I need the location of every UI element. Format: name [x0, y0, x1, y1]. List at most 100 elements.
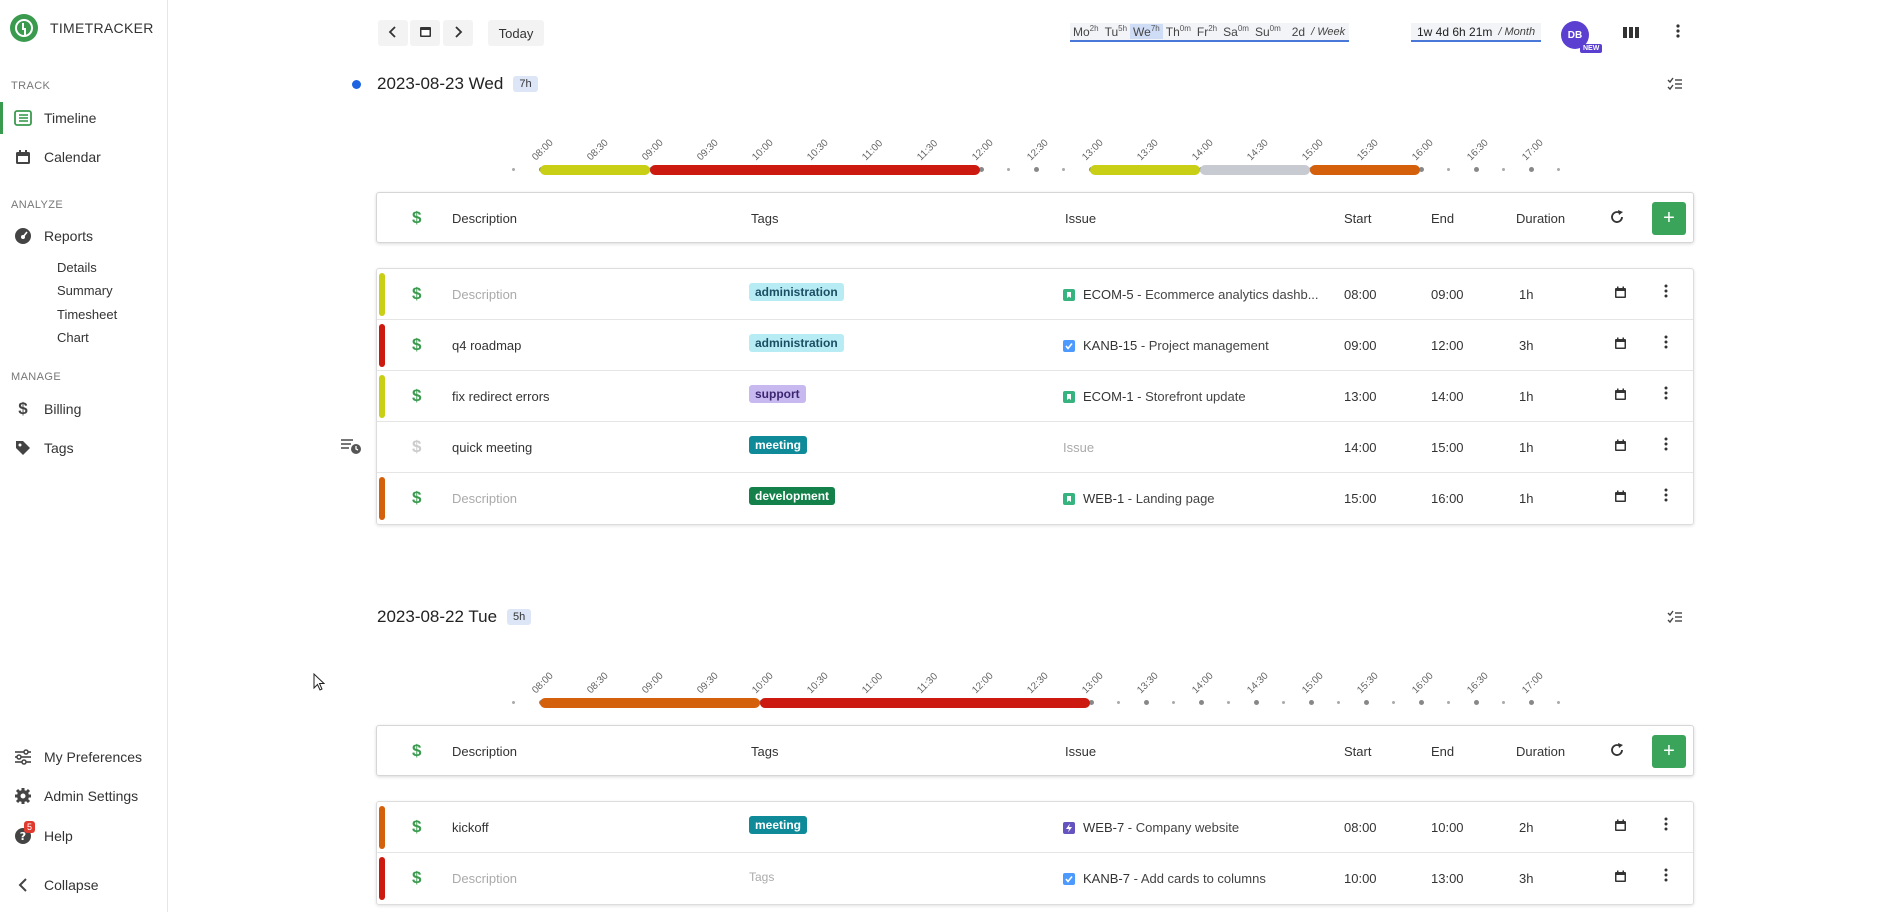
entry-row[interactable]: $ Description administration ECOM-5 - Ecomm…: [377, 269, 1693, 320]
entry-duration[interactable]: 2h: [1519, 820, 1534, 835]
col-duration[interactable]: Duration: [1516, 744, 1566, 759]
sidebar-item-preferences[interactable]: My Preferences: [0, 741, 167, 773]
entry-description[interactable]: quick meeting: [452, 440, 533, 455]
week-day-th[interactable]: Th0m: [1165, 24, 1191, 39]
col-issue[interactable]: Issue: [1065, 744, 1097, 759]
calendar-icon[interactable]: [1614, 439, 1627, 455]
app-logo[interactable]: TIMETRACKER: [10, 14, 154, 42]
col-end[interactable]: End: [1431, 744, 1455, 759]
day-timeline[interactable]: 08:00 08:30 09:00 09:30 10:00 10:30 11:00 11:30…: [500, 667, 1580, 727]
timeline-entry-bar[interactable]: [760, 698, 1090, 708]
refresh-icon[interactable]: [1610, 743, 1624, 760]
week-day-mo[interactable]: Mo2h: [1073, 24, 1099, 39]
timeline-entry-bar[interactable]: [1090, 165, 1200, 175]
billable-toggle-icon[interactable]: $: [412, 284, 422, 303]
collapse-button[interactable]: Collapse: [0, 869, 167, 901]
next-day-button[interactable]: [443, 20, 473, 46]
entry-description[interactable]: Description: [452, 287, 518, 302]
calendar-icon[interactable]: [1614, 819, 1627, 835]
col-description[interactable]: Description: [452, 211, 518, 226]
checklist-icon[interactable]: [1667, 77, 1683, 91]
entry-start[interactable]: 15:00: [1344, 491, 1377, 506]
more-vertical-icon[interactable]: [1676, 24, 1680, 41]
day-timeline[interactable]: 08:00 08:30 09:00 09:30 10:00 10:30 11:00 11:30…: [500, 134, 1580, 194]
entry-issue[interactable]: Issue: [1063, 440, 1095, 455]
timeline-entry-bar[interactable]: [650, 165, 980, 175]
entry-tag[interactable]: meeting: [749, 816, 808, 834]
entry-start[interactable]: 13:00: [1344, 389, 1377, 404]
sidebar-subitem-summary[interactable]: Summary: [57, 283, 113, 298]
entry-issue[interactable]: WEB-7 - Company website: [1063, 820, 1239, 835]
sidebar-item-calendar[interactable]: Calendar: [0, 141, 167, 173]
col-duration[interactable]: Duration: [1516, 211, 1566, 226]
entry-tag[interactable]: administration: [749, 334, 844, 352]
week-day-su[interactable]: Su0m: [1254, 24, 1281, 39]
more-vertical-icon[interactable]: [1664, 284, 1668, 302]
sidebar-subitem-details[interactable]: Details: [57, 260, 97, 275]
entry-description[interactable]: Description: [452, 871, 518, 886]
entry-duration[interactable]: 3h: [1519, 338, 1534, 353]
entry-issue[interactable]: ECOM-5 - Ecommerce analytics dashb...: [1063, 287, 1319, 302]
entry-end[interactable]: 09:00: [1431, 287, 1464, 302]
billable-toggle-icon[interactable]: $: [412, 386, 422, 405]
entry-end[interactable]: 14:00: [1431, 389, 1464, 404]
today-button[interactable]: Today: [488, 20, 544, 46]
entry-end[interactable]: 10:00: [1431, 820, 1464, 835]
entry-issue[interactable]: WEB-1 - Landing page: [1063, 491, 1215, 506]
entry-start[interactable]: 08:00: [1344, 820, 1377, 835]
timeline-entry-bar[interactable]: [540, 698, 760, 708]
entry-row[interactable]: $ kickoff meeting WEB-7 - Company website 08…: [377, 802, 1693, 853]
billable-toggle-icon[interactable]: $: [412, 817, 422, 836]
sidebar-item-timeline[interactable]: Timeline: [0, 102, 167, 134]
entry-tag[interactable]: meeting: [749, 436, 808, 454]
billable-toggle-icon[interactable]: $: [412, 741, 422, 760]
timeline-entry-bar[interactable]: [1200, 165, 1310, 175]
entry-issue[interactable]: KANB-15 - Project management: [1063, 338, 1269, 353]
billable-toggle-icon[interactable]: $: [412, 488, 422, 507]
more-vertical-icon[interactable]: [1664, 386, 1668, 404]
entry-row[interactable]: $ quick meeting meeting Issue 14:00 15:00 1h: [377, 422, 1693, 473]
entry-end[interactable]: 13:00: [1431, 871, 1464, 886]
refresh-icon[interactable]: [1610, 210, 1624, 227]
prev-day-button[interactable]: [378, 20, 408, 46]
entry-description[interactable]: fix redirect errors: [452, 389, 550, 404]
week-day-we[interactable]: We7h: [1130, 24, 1163, 39]
sidebar-subitem-timesheet[interactable]: Timesheet: [57, 307, 118, 322]
checklist-icon[interactable]: [1667, 610, 1683, 624]
month-summary[interactable]: 1w 4d 6h 21m / Month: [1411, 23, 1542, 42]
week-day-sa[interactable]: Sa0m: [1223, 24, 1249, 39]
entry-issue[interactable]: KANB-7 - Add cards to columns: [1063, 871, 1266, 886]
entry-tag[interactable]: Tags: [749, 870, 775, 884]
more-vertical-icon[interactable]: [1664, 488, 1668, 506]
timeline-entry-bar[interactable]: [1310, 165, 1420, 175]
entry-end[interactable]: 15:00: [1431, 440, 1464, 455]
entry-end[interactable]: 16:00: [1431, 491, 1464, 506]
calendar-icon[interactable]: [1614, 870, 1627, 886]
more-vertical-icon[interactable]: [1664, 437, 1668, 455]
week-summary[interactable]: Mo2h Tu5h We7h Th0m Fr2h Sa0m Su0m 2d / …: [1070, 23, 1350, 42]
week-day-fr[interactable]: Fr2h: [1196, 24, 1218, 39]
calendar-icon[interactable]: [1614, 286, 1627, 302]
sidebar-item-admin-settings[interactable]: Admin Settings: [0, 780, 167, 812]
entry-duration[interactable]: 1h: [1519, 287, 1534, 302]
sidebar-item-reports[interactable]: Reports: [0, 220, 167, 252]
col-tags[interactable]: Tags: [751, 744, 779, 759]
billable-toggle-icon[interactable]: $: [412, 208, 422, 227]
billable-toggle-icon[interactable]: $: [412, 335, 422, 354]
col-description[interactable]: Description: [452, 744, 518, 759]
sidebar-subitem-chart[interactable]: Chart: [57, 330, 89, 345]
sidebar-item-help[interactable]: ? 5 Help: [0, 820, 167, 852]
calendar-icon[interactable]: [1614, 337, 1627, 353]
billable-toggle-icon[interactable]: $: [412, 868, 422, 887]
entry-row[interactable]: $ Description Tags KANB-7 - Add cards to co…: [377, 853, 1693, 904]
more-vertical-icon[interactable]: [1664, 817, 1668, 835]
entry-duration[interactable]: 1h: [1519, 389, 1534, 404]
columns-view-icon[interactable]: [1623, 26, 1639, 43]
col-start[interactable]: Start: [1344, 744, 1372, 759]
entry-start[interactable]: 09:00: [1344, 338, 1377, 353]
col-end[interactable]: End: [1431, 211, 1455, 226]
more-vertical-icon[interactable]: [1664, 868, 1668, 886]
col-issue[interactable]: Issue: [1065, 211, 1097, 226]
col-start[interactable]: Start: [1344, 211, 1372, 226]
add-entry-button[interactable]: +: [1652, 202, 1686, 235]
